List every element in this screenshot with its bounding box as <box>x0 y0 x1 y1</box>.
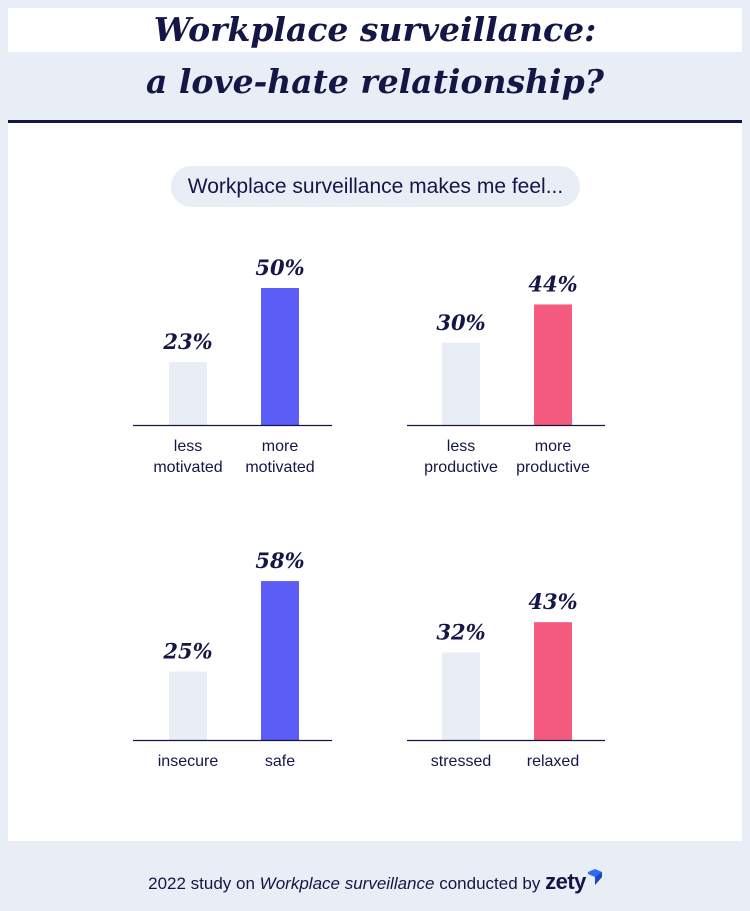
brand-logo-icon <box>587 869 602 885</box>
category-label-2-2-line1: more <box>535 438 572 455</box>
bar-2-1 <box>442 342 480 425</box>
footer-credit: 2022 study on Workplace surveillance con… <box>0 866 750 898</box>
bar-2-2 <box>534 304 572 425</box>
category-label-1-1-line2: motivated <box>153 459 222 476</box>
footer-middle: conducted by <box>439 874 541 893</box>
bar-3-1 <box>169 671 207 740</box>
bar-3-2 <box>261 581 299 740</box>
bar-chart-2: 30% less productive 44% more productive <box>407 271 605 476</box>
category-label-1-1-line1: less <box>174 438 202 455</box>
category-label-1-2-line1: more <box>262 438 299 455</box>
title-line1: Workplace surveillance: <box>153 10 597 49</box>
footer-prefix: 2022 study on <box>148 874 255 893</box>
category-label-3-2: safe <box>265 753 295 770</box>
category-label-4-1: stressed <box>431 753 491 770</box>
bar-chart-1: 23% less motivated 50% more motivated <box>133 255 332 476</box>
chart-card <box>8 123 742 841</box>
category-label-1-2-line2: motivated <box>245 459 314 476</box>
category-label-2-1-line2: productive <box>424 459 498 476</box>
value-label-4-1: 32% <box>436 619 485 644</box>
category-label-2-2-line2: productive <box>516 459 590 476</box>
value-label-1-2: 50% <box>255 255 304 280</box>
category-label-4-2: relaxed <box>527 753 579 770</box>
footer-study-name: Workplace surveillance <box>259 874 435 893</box>
value-label-2-2: 44% <box>528 271 577 296</box>
bar-1-2 <box>261 288 299 425</box>
brand-logo-text: zety <box>545 869 586 894</box>
value-label-3-2: 58% <box>255 548 304 573</box>
bar-1-1 <box>169 361 207 425</box>
title-highlight-line1 <box>8 8 742 52</box>
category-label-3-1: insecure <box>158 753 219 770</box>
title-divider <box>8 120 742 123</box>
bar-4-1 <box>442 652 480 740</box>
bar-4-2 <box>534 622 572 740</box>
value-label-1-1: 23% <box>162 329 212 354</box>
bar-chart-4: 32% stressed 43% relaxed <box>407 589 605 770</box>
bar-chart-3: 25% insecure 58% safe <box>133 548 332 770</box>
value-label-3-1: 25% <box>162 639 212 664</box>
value-label-4-2: 43% <box>528 589 577 614</box>
value-label-2-1: 30% <box>436 310 485 335</box>
category-label-2-1-line1: less <box>447 438 475 455</box>
chart-subtitle-pill: Workplace surveillance makes me feel... <box>171 166 580 207</box>
title-line2: a love-hate relationship? <box>146 62 604 101</box>
